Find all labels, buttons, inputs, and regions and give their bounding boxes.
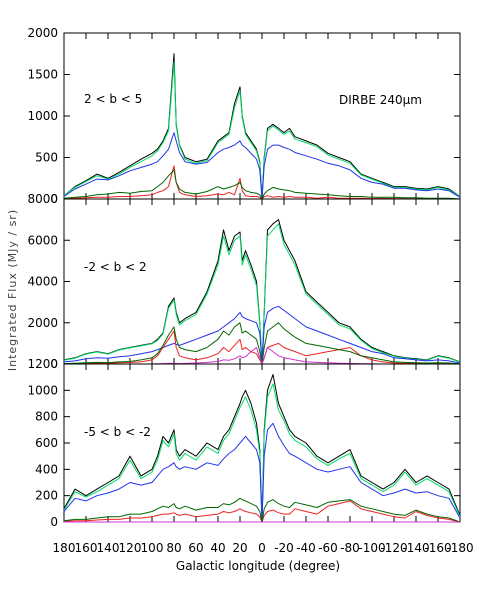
y-tick-label: 8000 <box>27 192 58 206</box>
x-tick-label: 0 <box>258 541 266 555</box>
y-tick-label: 800 <box>35 410 58 424</box>
y-axis-label: Integrated Flux (MJy / sr) <box>6 209 19 371</box>
x-tick-label: -100 <box>358 541 385 555</box>
y-tick-label: 2000 <box>27 26 58 40</box>
x-tick-label: 160 <box>75 541 98 555</box>
y-tick-label: 0 <box>50 192 58 206</box>
y-tick-label: 0 <box>50 515 58 529</box>
panel-frame <box>63 198 461 365</box>
series-line-1 <box>63 219 461 365</box>
x-tick-label: 100 <box>141 541 164 555</box>
series-line-5 <box>63 322 461 365</box>
x-tick-label: 80 <box>166 541 181 555</box>
y-tick-label: 0 <box>50 357 58 371</box>
x-tick-label: -80 <box>340 541 360 555</box>
panel-label: 2 < b < 5 <box>84 92 142 106</box>
y-tick-label: 1000 <box>27 383 58 397</box>
y-tick-label: 1500 <box>27 68 58 82</box>
x-axis-label: Galactic longitude (degree) <box>176 559 340 573</box>
panel-1: 0 500 1000 1500 2000 2 < b < 5 <box>27 26 461 206</box>
y-tick-label: 1200 <box>27 357 58 371</box>
y-tick-label: 6000 <box>27 233 58 247</box>
x-tick-label: -160 <box>424 541 451 555</box>
x-tick-label: -180 <box>446 541 473 555</box>
y-tick-label: 500 <box>35 151 58 165</box>
series-line-2 <box>63 61 461 200</box>
x-tick-label: -120 <box>380 541 407 555</box>
series-line-3 <box>63 422 461 523</box>
panel-2: 0 2000 4000 6000 8000 -2 < b < 2 <box>27 192 461 371</box>
series-line-3 <box>63 132 461 200</box>
x-tick-label: -60 <box>318 541 338 555</box>
panel-frame <box>63 363 461 523</box>
series-line-4 <box>63 500 461 523</box>
x-tick-label: 120 <box>119 541 142 555</box>
x-tick-label: 180 <box>53 541 76 555</box>
panel-label: -5 < b < -2 <box>84 425 151 439</box>
y-tick-label: 1000 <box>27 109 58 123</box>
y-tick-label: 2000 <box>27 316 58 330</box>
x-tick-label: 20 <box>232 541 247 555</box>
y-tick-label: 600 <box>35 436 58 450</box>
x-tick-label: 60 <box>188 541 203 555</box>
x-tick-label: -20 <box>274 541 294 555</box>
y-tick-label: 200 <box>35 489 58 503</box>
series-line-5 <box>63 497 461 523</box>
series-line-1 <box>63 53 461 200</box>
y-tick-label: 4000 <box>27 275 58 289</box>
x-tick-label: -140 <box>402 541 429 555</box>
series-line-2 <box>63 223 461 365</box>
x-tick-label: 40 <box>210 541 225 555</box>
series-line-2 <box>63 383 461 523</box>
x-tick-label: -40 <box>296 541 316 555</box>
x-tick-label: 140 <box>97 541 120 555</box>
y-tick-label: 400 <box>35 462 58 476</box>
series-line-1 <box>63 374 461 523</box>
panel-label: -2 < b < 2 <box>84 260 147 274</box>
series-line-4 <box>63 165 461 200</box>
series-line-5 <box>63 169 461 200</box>
panel-3: 0 200 400 600 800 1000 1200 -5 < b < -2 <box>27 357 461 529</box>
annotation-dirbe: DIRBE 240μm <box>339 93 422 107</box>
series-line-3 <box>63 305 461 365</box>
